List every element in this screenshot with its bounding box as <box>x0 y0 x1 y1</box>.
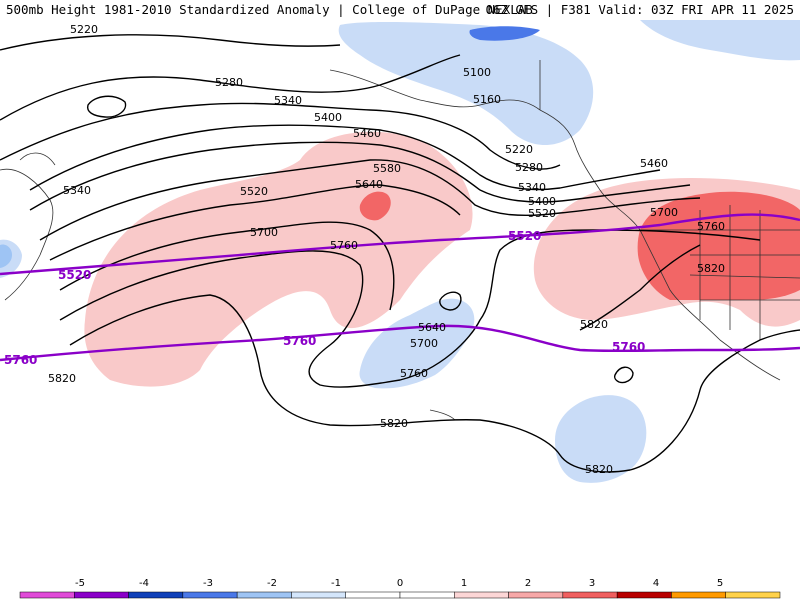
legend-swatch <box>74 591 129 599</box>
legend-tick-label: -5 <box>75 578 85 589</box>
legend-color-bar <box>19 591 781 599</box>
contour-label: 5100 <box>463 66 491 79</box>
legend-tick-label: -2 <box>267 578 277 589</box>
contour-label: 5220 <box>70 23 98 36</box>
contour-label: 5520 <box>528 207 556 220</box>
map-title: 500mb Height 1981-2010 Standardized Anom… <box>6 2 533 17</box>
legend-swatch <box>236 591 292 599</box>
strong-positive-anomaly-area <box>637 191 800 300</box>
anomaly-map: 5220 5280 5340 5400 5460 5340 5520 5580 … <box>0 20 800 483</box>
contour-label: 5340 <box>518 181 546 194</box>
climatology-contours <box>0 213 800 362</box>
negative-anomaly-area <box>338 21 594 145</box>
contour-label: 5580 <box>373 162 401 175</box>
legend-swatch <box>399 591 455 599</box>
legend-swatch <box>19 591 75 599</box>
contour-label: 5760 <box>400 367 428 380</box>
legend-tick-labels: -5 -4 -3 -2 -1 0 1 2 3 4 5 <box>75 578 723 589</box>
contour-label: 5340 <box>63 184 91 197</box>
legend-swatch <box>616 591 672 599</box>
strong-positive-anomaly-area <box>359 191 391 221</box>
legend-tick-label: 3 <box>589 578 595 589</box>
legend-swatch <box>508 591 564 599</box>
legend-tick-label: 4 <box>653 578 659 589</box>
contour-label: 5520 <box>240 185 268 198</box>
negative-anomaly-area <box>555 395 647 483</box>
color-legend: -5 -4 -3 -2 -1 0 1 2 3 4 5 <box>19 578 781 599</box>
legend-swatch <box>454 591 509 599</box>
legend-tick-label: 0 <box>397 578 403 589</box>
contour-label: 5640 <box>418 321 446 334</box>
legend-swatch <box>345 591 401 599</box>
contour-label: 5820 <box>380 417 408 430</box>
anomaly-shading <box>0 20 800 483</box>
legend-tick-label: -1 <box>331 578 341 589</box>
contour-labels: 5220 5280 5340 5400 5460 5340 5520 5580 … <box>4 23 725 476</box>
contour-label: 5760 <box>697 220 725 233</box>
legend-swatch <box>291 591 346 599</box>
contour-label: 5400 <box>314 111 342 124</box>
contour-label: 5820 <box>697 262 725 275</box>
negative-anomaly-area <box>469 26 540 41</box>
climatology-label: 5760 <box>612 340 645 354</box>
climatology-label: 5760 <box>283 334 316 348</box>
contour-label: 5220 <box>505 143 533 156</box>
legend-tick-label: 5 <box>717 578 723 589</box>
contour-label: 5760 <box>330 239 358 252</box>
negative-anomaly-area <box>359 298 475 389</box>
legend-swatch <box>671 591 726 599</box>
coastlines <box>0 60 800 421</box>
contour-label: 5700 <box>250 226 278 239</box>
legend-swatch <box>182 591 238 599</box>
contour-label: 5640 <box>355 178 383 191</box>
contour-label: 5460 <box>640 157 668 170</box>
contour-label: 5160 <box>473 93 501 106</box>
legend-tick-label: 1 <box>461 578 467 589</box>
climatology-label: 5760 <box>4 353 37 367</box>
climatology-label: 5520 <box>508 229 541 243</box>
negative-anomaly-area <box>0 244 12 268</box>
climatology-label: 5520 <box>58 268 91 282</box>
legend-tick-label: 2 <box>525 578 531 589</box>
contour-label: 5820 <box>48 372 76 385</box>
height-contours <box>0 34 800 473</box>
contour-label: 5820 <box>580 318 608 331</box>
contour-label: 5460 <box>353 127 381 140</box>
legend-tick-label: -4 <box>139 578 149 589</box>
negative-anomaly-area <box>640 20 800 61</box>
contour-label: 5700 <box>410 337 438 350</box>
contour-label: 5280 <box>515 161 543 174</box>
contour-label: 5400 <box>528 195 556 208</box>
legend-swatch <box>128 591 184 599</box>
contour-label: 5340 <box>274 94 302 107</box>
model-run-info: 06Z GFS | F381 Valid: 03Z FRI APR 11 202… <box>485 2 794 17</box>
contour-label: 5280 <box>215 76 243 89</box>
legend-swatch <box>725 591 781 599</box>
legend-tick-label: -3 <box>203 578 213 589</box>
contour-label: 5700 <box>650 206 678 219</box>
contour-label: 5820 <box>585 463 613 476</box>
legend-swatch <box>562 591 618 599</box>
